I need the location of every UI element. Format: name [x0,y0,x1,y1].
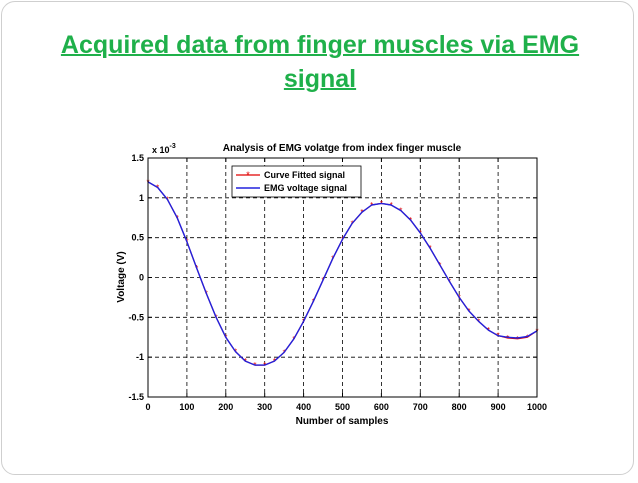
series-lines: *********** * * *********** * ************ * * *… [146,178,538,370]
x-tick-label: 600 [374,402,389,412]
y-multiplier-label: x 10-3 [152,143,176,155]
legend-label-emg-voltage: EMG voltage signal [264,183,347,193]
y-tick-labels: -1.5 -1 -0.5 0 0.5 1 1.5 [128,153,144,402]
x-tick-label: 300 [257,402,272,412]
legend-marker-curve-fitted: * [246,170,250,180]
legend-label-curve-fitted: Curve Fitted signal [264,170,345,180]
y-tick-label: -1 [136,352,144,362]
grid-lines [148,158,537,397]
y-tick-label: 1 [139,193,144,203]
x-tick-label: 1000 [527,402,547,412]
y-tick-label: 0.5 [131,233,144,243]
x-tick-label: 400 [296,402,311,412]
legend: * Curve Fitted signal EMG voltage signal [231,165,362,198]
slide-title: Acquired data from finger muscles via EM… [60,31,580,93]
axis-ticks [147,157,538,398]
y-multiplier-exponent: -3 [170,143,176,150]
x-tick-labels: 0 100 200 300 400 500 600 700 800 900 1000 [145,402,547,412]
x-tick-label: 500 [335,402,350,412]
data-point-curve-fitted-signal: * [516,335,519,344]
x-tick-label: 0 [145,402,150,412]
y-axis-label: Voltage (V) [116,251,127,302]
x-tick-label: 100 [179,402,194,412]
x-tick-label: 700 [413,402,428,412]
x-tick-label: 200 [218,402,233,412]
series-line-emg-voltage-signal [147,181,538,366]
data-point-curve-fitted-signal: * [506,334,509,343]
y-tick-label: -0.5 [128,312,144,322]
chart-title: Analysis of EMG volatge from index finge… [223,143,462,154]
x-axis-label: Number of samples [296,416,389,427]
y-tick-label: -1.5 [128,392,144,402]
legend-box [231,165,362,198]
y-tick-label: 0 [139,273,144,283]
x-tick-label: 800 [452,402,467,412]
data-point-curve-fitted-signal: * [526,333,529,342]
y-multiplier-base: x 10 [152,145,170,155]
y-tick-label: 1.5 [131,153,144,163]
x-tick-label: 900 [491,402,506,412]
